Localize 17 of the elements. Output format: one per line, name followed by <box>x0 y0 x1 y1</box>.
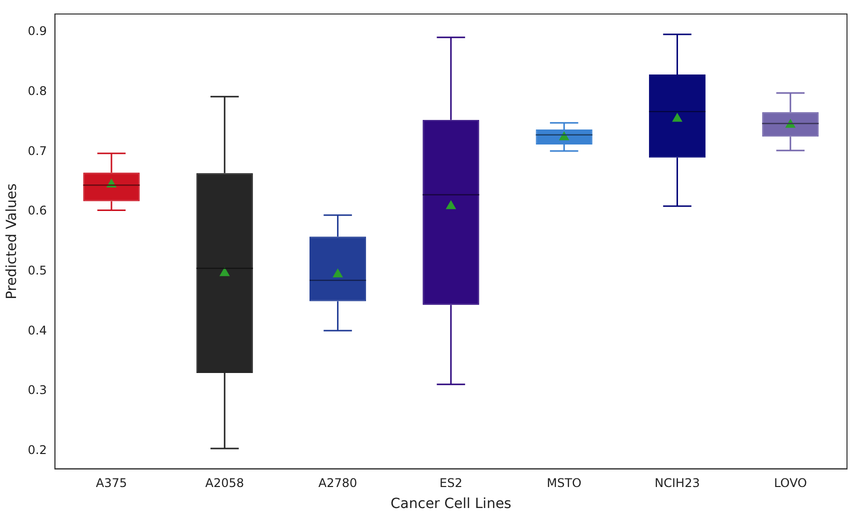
x-axis-title: Cancer Cell Lines <box>390 496 512 512</box>
y-tick-label: 0.5 <box>28 263 47 278</box>
x-tick-label: A2780 <box>318 476 358 490</box>
x-tick-label: NCIH23 <box>654 476 700 490</box>
x-tick-label: A2058 <box>205 476 244 490</box>
y-tick-label: 0.3 <box>28 383 47 398</box>
x-tick-label: A375 <box>96 476 128 490</box>
x-tick-label: LOVO <box>774 476 807 490</box>
y-tick-label: 0.7 <box>28 144 47 158</box>
x-tick-label: ES2 <box>440 476 462 490</box>
x-tick-label: MSTO <box>546 476 582 490</box>
y-axis-title: Predicted Values <box>4 183 20 300</box>
y-tick-label: 0.8 <box>28 84 47 98</box>
y-tick-label: 0.2 <box>28 442 47 457</box>
y-tick-label: 0.6 <box>28 204 47 218</box>
y-tick-label: 0.4 <box>28 323 47 338</box>
y-tick-label: 0.9 <box>28 24 47 38</box>
